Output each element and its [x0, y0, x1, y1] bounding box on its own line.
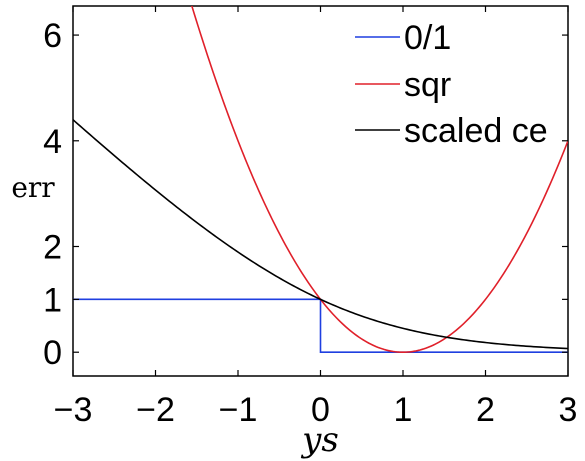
y-axis-label: err: [11, 171, 55, 204]
x-tick-label: −2: [136, 391, 175, 429]
legend: 0/1 sqr scaled ce: [355, 19, 548, 150]
series-line-sqr: [191, 6, 568, 354]
x-tick-label: 3: [559, 391, 578, 429]
y-tick-label: 2: [43, 229, 62, 267]
y-axis-ticks: 0 1 2 4 6: [43, 17, 568, 372]
x-tick-label: −1: [219, 391, 258, 429]
x-tick-label: 0: [311, 391, 330, 429]
series-line-scaled-ce: [73, 119, 568, 350]
legend-label: 0/1: [404, 19, 451, 57]
x-axis-ticks: −3 −2 −1 0 1 2 3: [54, 6, 578, 429]
plot-area: −3 −2 −1 0 1 2 3 0 1 2 4 6: [43, 5, 578, 429]
legend-label: scaled ce: [404, 112, 548, 150]
x-tick-label: 2: [476, 391, 495, 429]
x-tick-label: −3: [54, 391, 93, 429]
series-line-0-1: [73, 298, 568, 354]
y-tick-label: 0: [43, 334, 62, 372]
y-tick-label: 6: [43, 17, 62, 55]
series-lines: [73, 6, 568, 354]
y-tick-label: 4: [43, 123, 62, 161]
y-tick-label: 1: [43, 281, 62, 319]
x-axis-label: ys: [300, 420, 339, 460]
legend-label: sqr: [404, 66, 451, 104]
x-tick-label: 1: [394, 391, 413, 429]
